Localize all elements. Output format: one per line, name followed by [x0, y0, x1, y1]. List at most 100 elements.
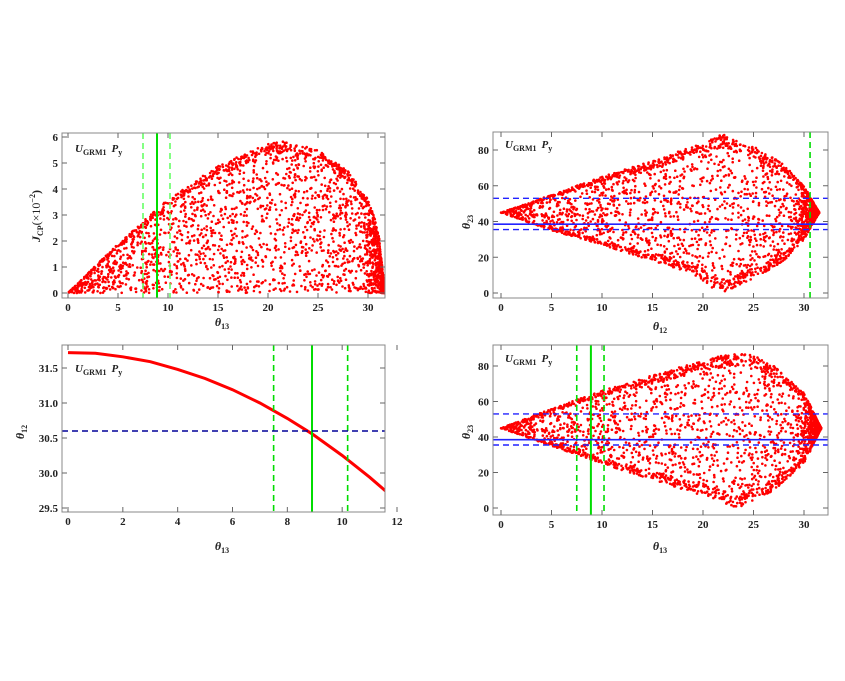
data-point: [376, 231, 380, 235]
data-point: [579, 195, 582, 199]
data-point: [268, 206, 272, 209]
data-point: [197, 192, 201, 195]
data-point: [667, 263, 671, 266]
data-point: [226, 216, 229, 220]
data-point: [759, 237, 762, 241]
data-point: [220, 234, 223, 237]
data-point: [690, 261, 694, 265]
data-point: [731, 189, 735, 193]
data-point: [785, 192, 789, 195]
data-point: [212, 204, 216, 207]
data-point: [308, 247, 311, 250]
data-point: [175, 254, 179, 258]
data-point: [672, 262, 675, 266]
data-point: [100, 272, 103, 276]
data-point: [298, 213, 302, 216]
data-point: [144, 287, 148, 290]
data-point: [616, 238, 620, 242]
data-point: [714, 237, 717, 240]
data-point: [776, 170, 779, 173]
data-point: [199, 261, 202, 265]
data-point: [357, 263, 360, 267]
data-point: [290, 258, 294, 262]
data-point: [258, 290, 262, 294]
data-point: [306, 289, 310, 292]
data-point: [381, 280, 385, 283]
data-point: [696, 263, 699, 267]
data-point: [735, 139, 738, 143]
data-point: [106, 275, 110, 279]
data-point: [565, 208, 569, 211]
data-point: [714, 188, 718, 191]
data-point: [739, 143, 742, 146]
data-point: [120, 291, 123, 295]
data-point: [716, 207, 719, 211]
data-point: [349, 238, 353, 242]
data-point: [290, 217, 294, 221]
data-point: [187, 281, 191, 285]
data-point: [674, 259, 677, 262]
data-point: [759, 269, 763, 272]
data-point: [195, 262, 198, 266]
data-point: [265, 183, 269, 187]
data-point: [614, 213, 618, 217]
data-point: [136, 243, 139, 247]
data-point: [552, 210, 556, 214]
data-point: [278, 266, 282, 270]
data-point: [308, 272, 312, 276]
data-point: [379, 257, 383, 261]
data-point: [373, 217, 377, 221]
data-point: [316, 239, 319, 242]
data-point: [107, 272, 110, 276]
data-point: [244, 160, 248, 163]
data-point: [656, 211, 660, 215]
data-point: [144, 269, 147, 273]
data-point: [227, 168, 230, 171]
data-point: [746, 207, 749, 211]
data-point: [615, 181, 619, 184]
data-point: [571, 232, 574, 236]
data-point: [233, 276, 236, 280]
data-point: [644, 195, 648, 198]
data-point: [233, 232, 236, 236]
data-point: [159, 213, 162, 216]
data-point: [621, 233, 625, 237]
data-point: [235, 234, 238, 238]
data-point: [162, 206, 165, 209]
data-point: [374, 221, 377, 224]
data-point: [701, 176, 704, 180]
data-point: [140, 269, 144, 273]
data-point: [176, 196, 180, 200]
data-point: [265, 160, 268, 163]
data-point: [102, 257, 106, 260]
data-point: [654, 253, 658, 256]
data-point: [242, 220, 245, 224]
data-point: [352, 256, 356, 260]
data-point: [270, 198, 274, 202]
data-point: [162, 269, 165, 273]
data-point: [289, 239, 293, 243]
data-point: [136, 241, 139, 244]
data-point: [631, 252, 635, 255]
data-point: [602, 231, 605, 235]
data-point: [226, 278, 229, 282]
data-point: [351, 178, 355, 182]
data-point: [636, 236, 640, 239]
data-point: [328, 273, 331, 276]
data-point: [575, 208, 578, 212]
data-point: [182, 219, 185, 223]
data-point: [358, 260, 362, 263]
data-point: [330, 163, 334, 167]
data-point: [761, 169, 765, 172]
data-point: [363, 263, 366, 266]
data-point: [723, 200, 726, 203]
data-point: [654, 239, 657, 242]
data-point: [744, 177, 747, 180]
data-point: [251, 180, 255, 184]
data-point: [79, 290, 83, 293]
data-point: [652, 212, 655, 215]
data-point: [640, 166, 644, 169]
data-point: [194, 282, 197, 286]
data-point: [344, 267, 348, 271]
data-point: [604, 188, 608, 191]
